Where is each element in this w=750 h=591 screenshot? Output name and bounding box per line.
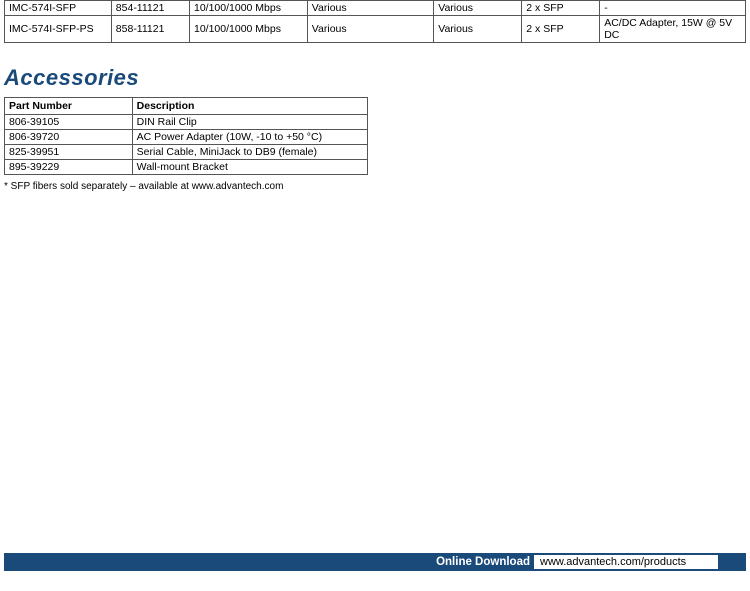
table-row: 895-39229 Wall-mount Bracket <box>5 160 368 175</box>
cell-speed: 10/100/1000 Mbps <box>189 1 307 16</box>
cell-model: IMC-574I-SFP <box>5 1 112 16</box>
product-table: IMC-574I-SFP 854-11121 10/100/1000 Mbps … <box>4 0 746 43</box>
table-row: 806-39720 AC Power Adapter (10W, -10 to … <box>5 130 368 145</box>
cell-ports: 2 x SFP <box>522 16 600 43</box>
table-row: 825-39951 Serial Cable, MiniJack to DB9 … <box>5 145 368 160</box>
cell-partnumber: 806-39105 <box>5 115 133 130</box>
cell-speed: 10/100/1000 Mbps <box>189 16 307 43</box>
cell-power: AC/DC Adapter, 15W @ 5V DC <box>600 16 746 43</box>
cell-partnumber: 825-39951 <box>5 145 133 160</box>
cell-model: IMC-574I-SFP-PS <box>5 16 112 43</box>
footnote: * SFP fibers sold separately – available… <box>4 181 750 192</box>
cell-mode: Various <box>307 1 433 16</box>
footer-bar: Online Download www.advantech.com/produc… <box>4 553 746 571</box>
cell-partnumber: 806-39720 <box>5 130 133 145</box>
section-title-accessories: Accessories <box>4 65 750 91</box>
cell-partno: 858-11121 <box>111 16 189 43</box>
table-header-row: Part Number Description <box>5 98 368 115</box>
accessories-table: Part Number Description 806-39105 DIN Ra… <box>4 97 368 175</box>
footer-url[interactable]: www.advantech.com/products <box>534 555 718 569</box>
cell-description: AC Power Adapter (10W, -10 to +50 °C) <box>132 130 367 145</box>
cell-power: - <box>600 1 746 16</box>
header-description: Description <box>132 98 367 115</box>
cell-ports: 2 x SFP <box>522 1 600 16</box>
table-row: IMC-574I-SFP-PS 858-11121 10/100/1000 Mb… <box>5 16 746 43</box>
cell-dist: Various <box>434 1 522 16</box>
header-partnumber: Part Number <box>5 98 133 115</box>
cell-dist: Various <box>434 16 522 43</box>
table-row: 806-39105 DIN Rail Clip <box>5 115 368 130</box>
cell-description: Wall-mount Bracket <box>132 160 367 175</box>
cell-partno: 854-11121 <box>111 1 189 16</box>
footer-label: Online Download <box>436 556 530 568</box>
cell-mode: Various <box>307 16 433 43</box>
table-row: IMC-574I-SFP 854-11121 10/100/1000 Mbps … <box>5 1 746 16</box>
cell-description: Serial Cable, MiniJack to DB9 (female) <box>132 145 367 160</box>
cell-description: DIN Rail Clip <box>132 115 367 130</box>
cell-partnumber: 895-39229 <box>5 160 133 175</box>
